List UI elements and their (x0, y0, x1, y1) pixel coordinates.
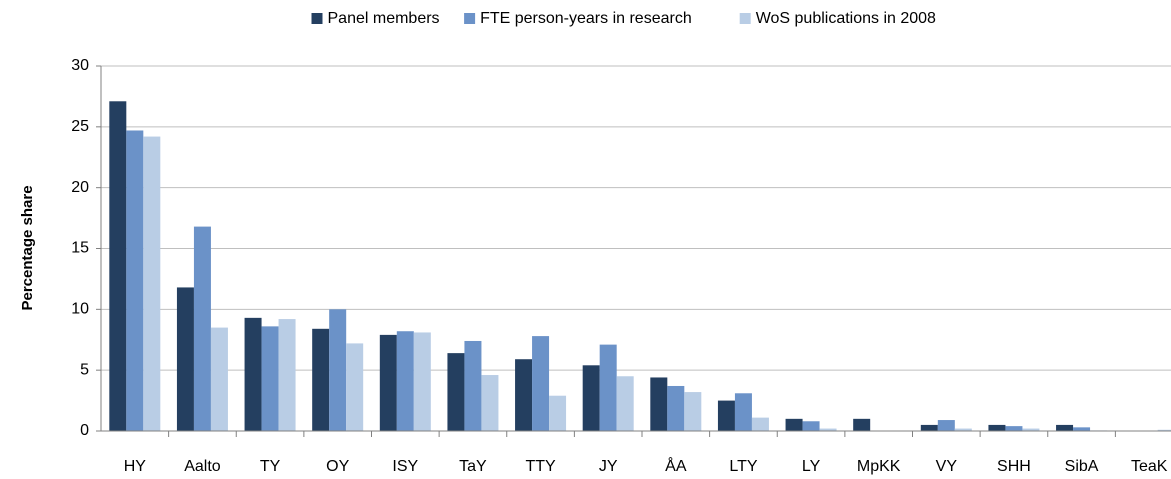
bar (312, 328, 330, 431)
x-tick-label: TTY (525, 458, 556, 475)
x-tick-label: ÅA (665, 456, 687, 475)
x-tick-label: TeaK (1131, 458, 1168, 475)
y-tick-label: 25 (71, 118, 89, 135)
bar (278, 319, 296, 431)
x-tick-label: OY (326, 458, 349, 475)
y-tick-label: 30 (71, 57, 89, 74)
bar (650, 377, 668, 431)
bar (1157, 429, 1171, 431)
bar (1005, 426, 1023, 431)
bar (261, 326, 279, 431)
x-tick-label: SibA (1065, 458, 1099, 475)
x-tick-label: TaY (459, 458, 487, 475)
bar (244, 317, 262, 431)
bar (853, 418, 871, 431)
y-axis-label: Percentage share (19, 185, 36, 310)
x-tick-label: HY (124, 458, 147, 475)
y-tick-label: 5 (80, 361, 89, 378)
bar (667, 385, 685, 431)
bar (143, 136, 161, 432)
bar (1073, 427, 1091, 431)
bar (176, 287, 194, 431)
bar (937, 420, 955, 431)
bar (1056, 424, 1074, 431)
legend-label: Panel members (328, 10, 440, 27)
bar (515, 359, 533, 431)
bar (785, 418, 803, 431)
bar (447, 353, 465, 431)
bar (549, 395, 567, 431)
bar (802, 421, 820, 431)
bar (717, 400, 735, 431)
legend-label: WoS publications in 2008 (756, 10, 936, 27)
bar (988, 424, 1006, 431)
bar (346, 343, 364, 431)
bar (109, 101, 127, 432)
bar (464, 340, 482, 431)
bar (819, 428, 837, 431)
bar (599, 344, 617, 431)
legend-swatch (739, 13, 751, 24)
bar (582, 365, 600, 431)
x-tick-label: MpKK (857, 458, 901, 475)
x-tick-label: Aalto (184, 458, 221, 475)
bar (734, 393, 752, 431)
bar (684, 392, 702, 431)
y-tick-label: 15 (71, 240, 89, 257)
bar (193, 226, 211, 431)
bar (616, 376, 634, 431)
x-tick-label: SHH (997, 458, 1031, 475)
bar (1022, 428, 1040, 431)
bar (954, 428, 972, 431)
x-tick-label: LY (802, 458, 821, 475)
x-tick-label: LTY (729, 458, 757, 475)
bar (379, 334, 397, 431)
x-tick-label: JY (599, 458, 618, 475)
legend-label: FTE person-years in research (480, 10, 692, 27)
bar (920, 424, 938, 431)
y-tick-label: 10 (71, 301, 89, 318)
y-tick-label: 20 (71, 179, 89, 196)
bar (396, 331, 414, 431)
bar (126, 130, 144, 431)
x-tick-label: TY (260, 458, 281, 475)
bar (751, 417, 769, 431)
x-tick-label: ISY (392, 458, 418, 475)
x-tick-label: VY (936, 458, 958, 475)
bar (532, 336, 550, 431)
y-tick-label: 0 (80, 422, 89, 439)
legend-swatch (311, 13, 323, 24)
bar (413, 332, 431, 431)
legend-swatch (464, 13, 476, 24)
bar (210, 327, 228, 431)
bar (481, 375, 499, 431)
bar (329, 309, 347, 431)
